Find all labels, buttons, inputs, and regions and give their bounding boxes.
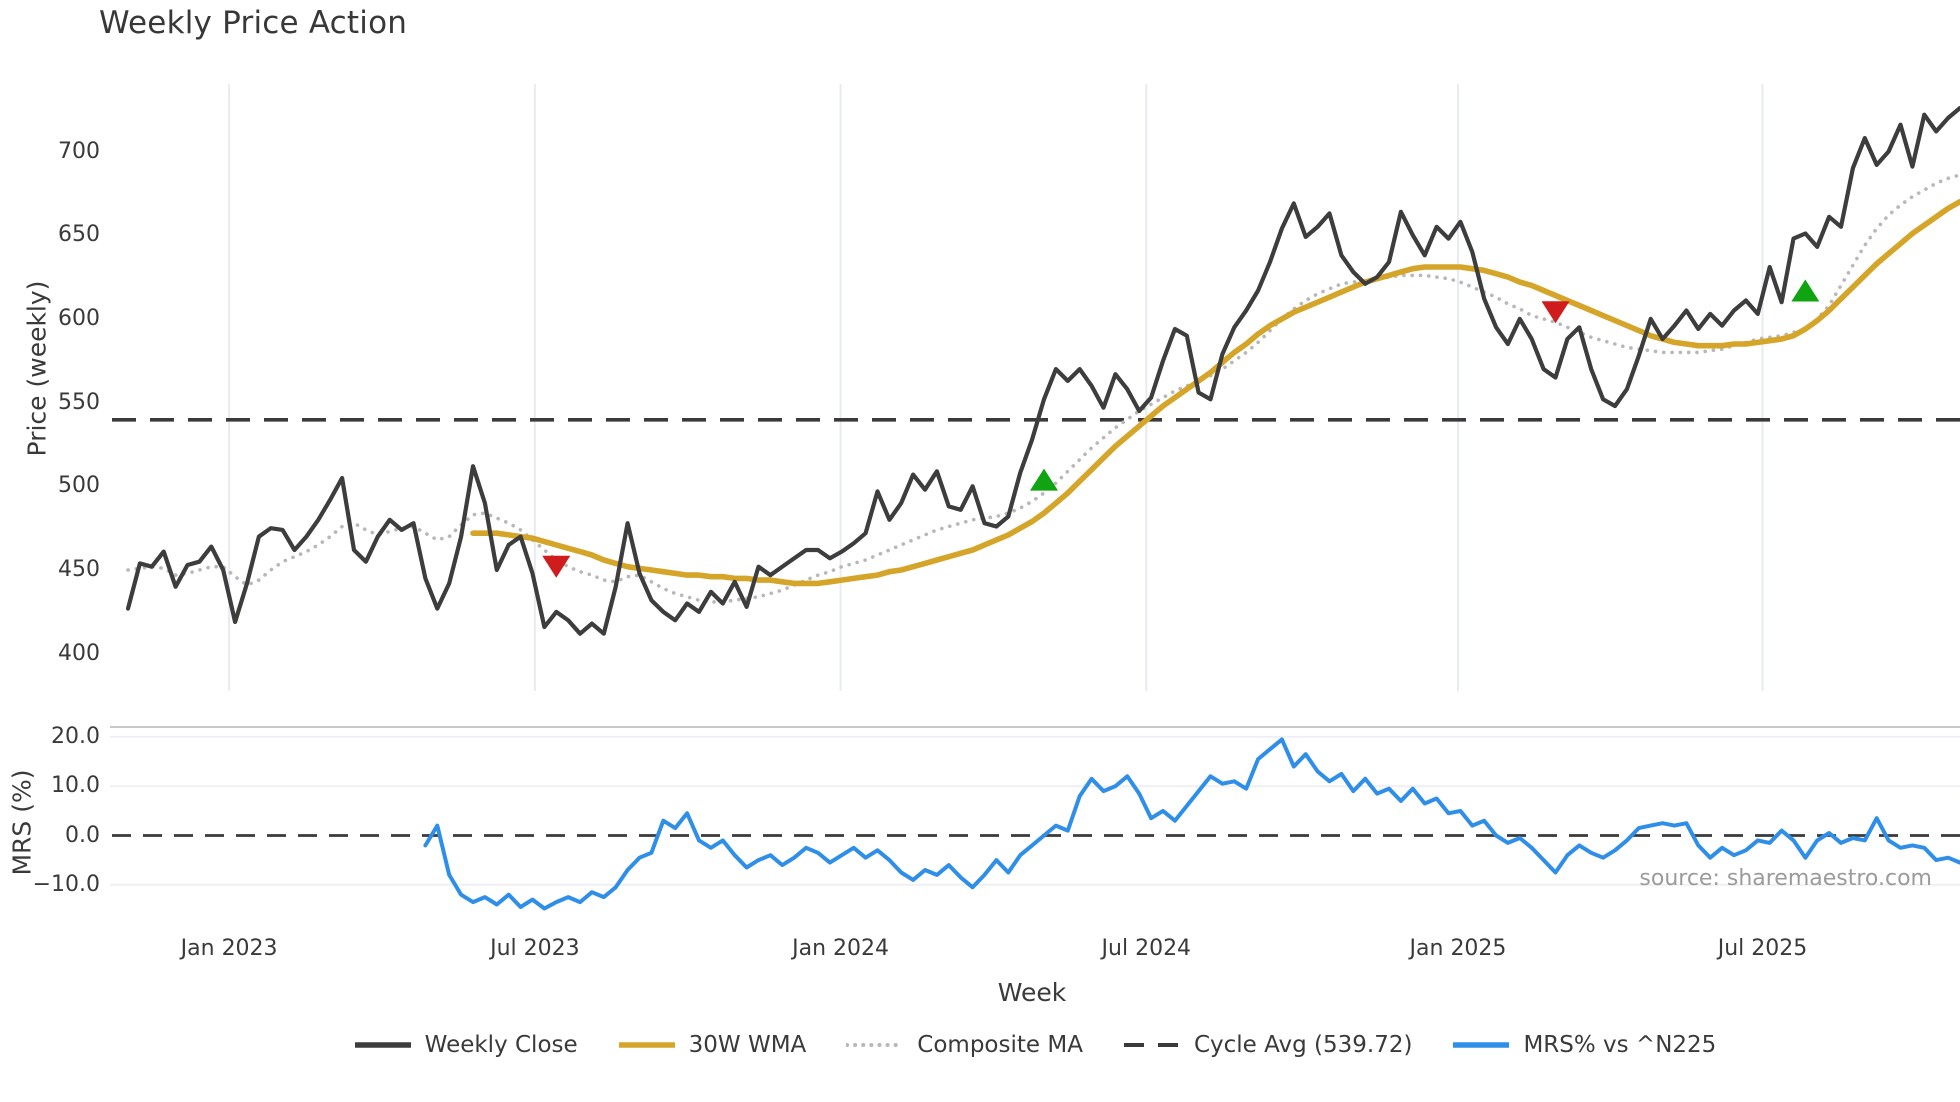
x-tick-label: Jul 2024 [1101, 936, 1192, 961]
legend-item-cycle-avg-539-72-: Cycle Avg (539.72) [1123, 1032, 1413, 1058]
x-tick-label: Jan 2025 [1409, 936, 1507, 961]
buy-signal-marker [1791, 279, 1820, 302]
legend-label: Weekly Close [424, 1032, 578, 1058]
legend-item-30w-wma: 30W WMA [618, 1032, 807, 1058]
price-tick-label: 650 [58, 222, 100, 248]
x-tick-label: Jan 2023 [180, 936, 278, 961]
composite-ma-line [126, 173, 1960, 604]
legend-item-mrs-vs-n225: MRS% vs ^N225 [1452, 1032, 1716, 1058]
chart-title: Weekly Price Action [99, 5, 408, 41]
mrs-tick-label: 10.0 [51, 773, 100, 799]
legend-line-sample [354, 1042, 411, 1048]
legend-label: 30W WMA [688, 1032, 807, 1058]
week-axis-label: Week [997, 978, 1067, 1007]
legend-item-composite-ma: Composite MA [846, 1032, 1083, 1058]
legend-label: MRS% vs ^N225 [1523, 1032, 1717, 1058]
legend-item-weekly-close: Weekly Close [354, 1032, 578, 1058]
weekly-close-line [125, 105, 1960, 636]
legend-line-sample [846, 1043, 905, 1047]
price-tick-label: 550 [58, 389, 100, 415]
price-tick-label: 600 [58, 305, 100, 331]
legend-label: Composite MA [917, 1032, 1083, 1058]
sell-signal-marker [1541, 301, 1570, 324]
chart-legend: Weekly Close 30W WMA Composite MA Cycle Avg… [110, 1032, 1960, 1058]
price-tick-label: 700 [58, 138, 100, 164]
mrs-tick-label: −10.0 [32, 871, 100, 897]
sell-signal-marker [542, 555, 571, 578]
legend-line-sample [618, 1042, 675, 1048]
legend-label: Cycle Avg (539.72) [1193, 1032, 1413, 1058]
mrs-line [423, 737, 1960, 911]
mrs-tick-label: 20.0 [51, 723, 100, 749]
x-tick-label: Jul 2023 [490, 936, 580, 961]
wma-30w-line [470, 198, 1960, 587]
price-tick-label: 400 [58, 640, 100, 666]
legend-line-sample [1453, 1042, 1510, 1048]
legend-line-sample [1123, 1043, 1180, 1047]
x-tick-label: Jan 2024 [792, 936, 890, 961]
mrs-tick-label: 0.0 [65, 822, 100, 848]
buy-signal-marker [1030, 468, 1058, 491]
source-credit: source: sharemaestro.com [1639, 866, 1932, 891]
price-tick-label: 500 [58, 473, 100, 499]
x-tick-label: Jul 2025 [1717, 936, 1808, 961]
price-tick-label: 450 [58, 557, 100, 583]
